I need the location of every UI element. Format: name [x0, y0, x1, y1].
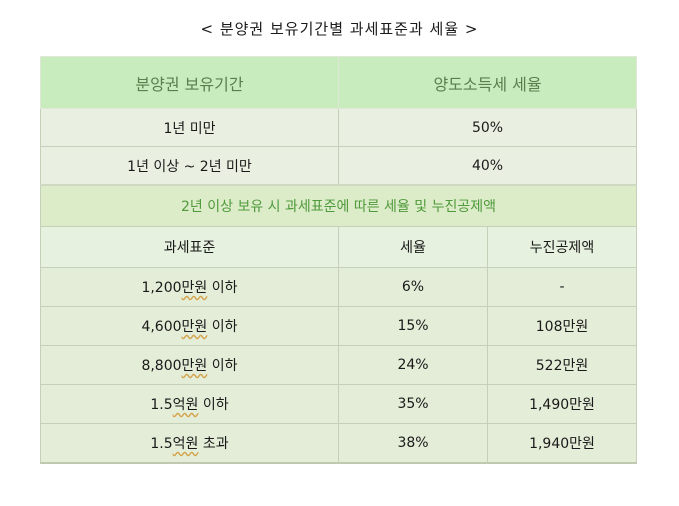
tax-base-suffix: 이하: [198, 397, 229, 413]
tax-base-amount: 1.5: [150, 436, 173, 452]
deduction-cell: -: [486, 267, 638, 307]
tax-base-cell: 1.5억원 이하: [40, 384, 339, 424]
tax-base-amount: 1,200: [141, 280, 182, 296]
tax-base-unit: 만원: [181, 319, 208, 335]
header-transfer-tax-rate: 양도소득세 세율: [337, 56, 638, 109]
tax-base-unit: 억원: [172, 436, 199, 452]
section-heading: 2년 이상 보유 시 과세표준에 따른 세율 및 누진공제액: [39, 184, 638, 227]
period-header-row: 분양권 보유기간 양도소득세 세율: [40, 56, 638, 109]
tax-base-amount: 4,600: [141, 319, 182, 335]
period-cell: 1년 미만: [40, 108, 339, 147]
deduction-cell: 522만원: [486, 345, 638, 385]
section-heading-row: 2년 이상 보유 시 과세표준에 따른 세율 및 누진공제액: [39, 184, 638, 227]
tax-base-suffix: 이하: [207, 280, 238, 296]
bracket-row: 1.5억원 이하 35% 1,490만원: [40, 384, 638, 424]
tax-base-suffix: 이하: [207, 319, 238, 335]
header-deduction: 누진공제액: [486, 226, 638, 268]
bracket-header-row: 과세표준 세율 누진공제액: [40, 226, 638, 268]
tax-base-cell: 8,800만원 이하: [40, 345, 339, 385]
document-title: < 분양권 보유기간별 과세표준과 세율 >: [200, 20, 479, 38]
period-row: 1년 이상 ~ 2년 미만 40%: [40, 146, 638, 186]
tax-base-suffix: 이하: [207, 358, 238, 374]
bracket-row: 4,600만원 이하 15% 108만원: [40, 306, 638, 346]
tax-base-unit: 억원: [172, 397, 199, 413]
tax-base-cell: 4,600만원 이하: [40, 306, 339, 346]
tax-rate-table: 분양권 보유기간 양도소득세 세율 1년 미만 50% 1년 이상 ~ 2년 미…: [39, 56, 638, 464]
deduction-cell: 108만원: [486, 306, 638, 346]
tax-base-cell: 1.5억원 초과: [40, 423, 339, 464]
tax-base-amount: 1.5: [150, 397, 173, 413]
period-cell: 1년 이상 ~ 2년 미만: [40, 146, 339, 186]
tax-base-suffix: 초과: [198, 436, 229, 452]
bracket-row: 8,800만원 이하 24% 522만원: [40, 345, 638, 385]
tax-base-unit: 만원: [181, 280, 208, 296]
period-rate-cell: 40%: [337, 146, 638, 186]
bracket-row: 1.5억원 초과 38% 1,940만원: [40, 423, 638, 464]
period-row: 1년 미만 50%: [40, 108, 638, 147]
header-holding-period: 분양권 보유기간: [40, 56, 339, 109]
tax-base-unit: 만원: [181, 358, 208, 374]
rate-cell: 24%: [338, 345, 488, 385]
tax-rate-sheet: 분양권 보유기간 양도소득세 세율 1년 미만 50% 1년 이상 ~ 2년 미…: [39, 56, 638, 464]
rate-cell: 6%: [338, 267, 488, 307]
tax-base-amount: 8,800: [141, 358, 182, 374]
rate-cell: 38%: [338, 423, 488, 464]
bracket-row: 1,200만원 이하 6% -: [40, 267, 638, 307]
header-tax-base: 과세표준: [40, 226, 339, 268]
period-rate-cell: 50%: [337, 108, 638, 147]
rate-cell: 15%: [338, 306, 488, 346]
tax-base-cell: 1,200만원 이하: [40, 267, 339, 307]
deduction-cell: 1,490만원: [486, 384, 638, 424]
header-rate: 세율: [338, 226, 488, 268]
rate-cell: 35%: [338, 384, 488, 424]
deduction-cell: 1,940만원: [486, 423, 638, 464]
